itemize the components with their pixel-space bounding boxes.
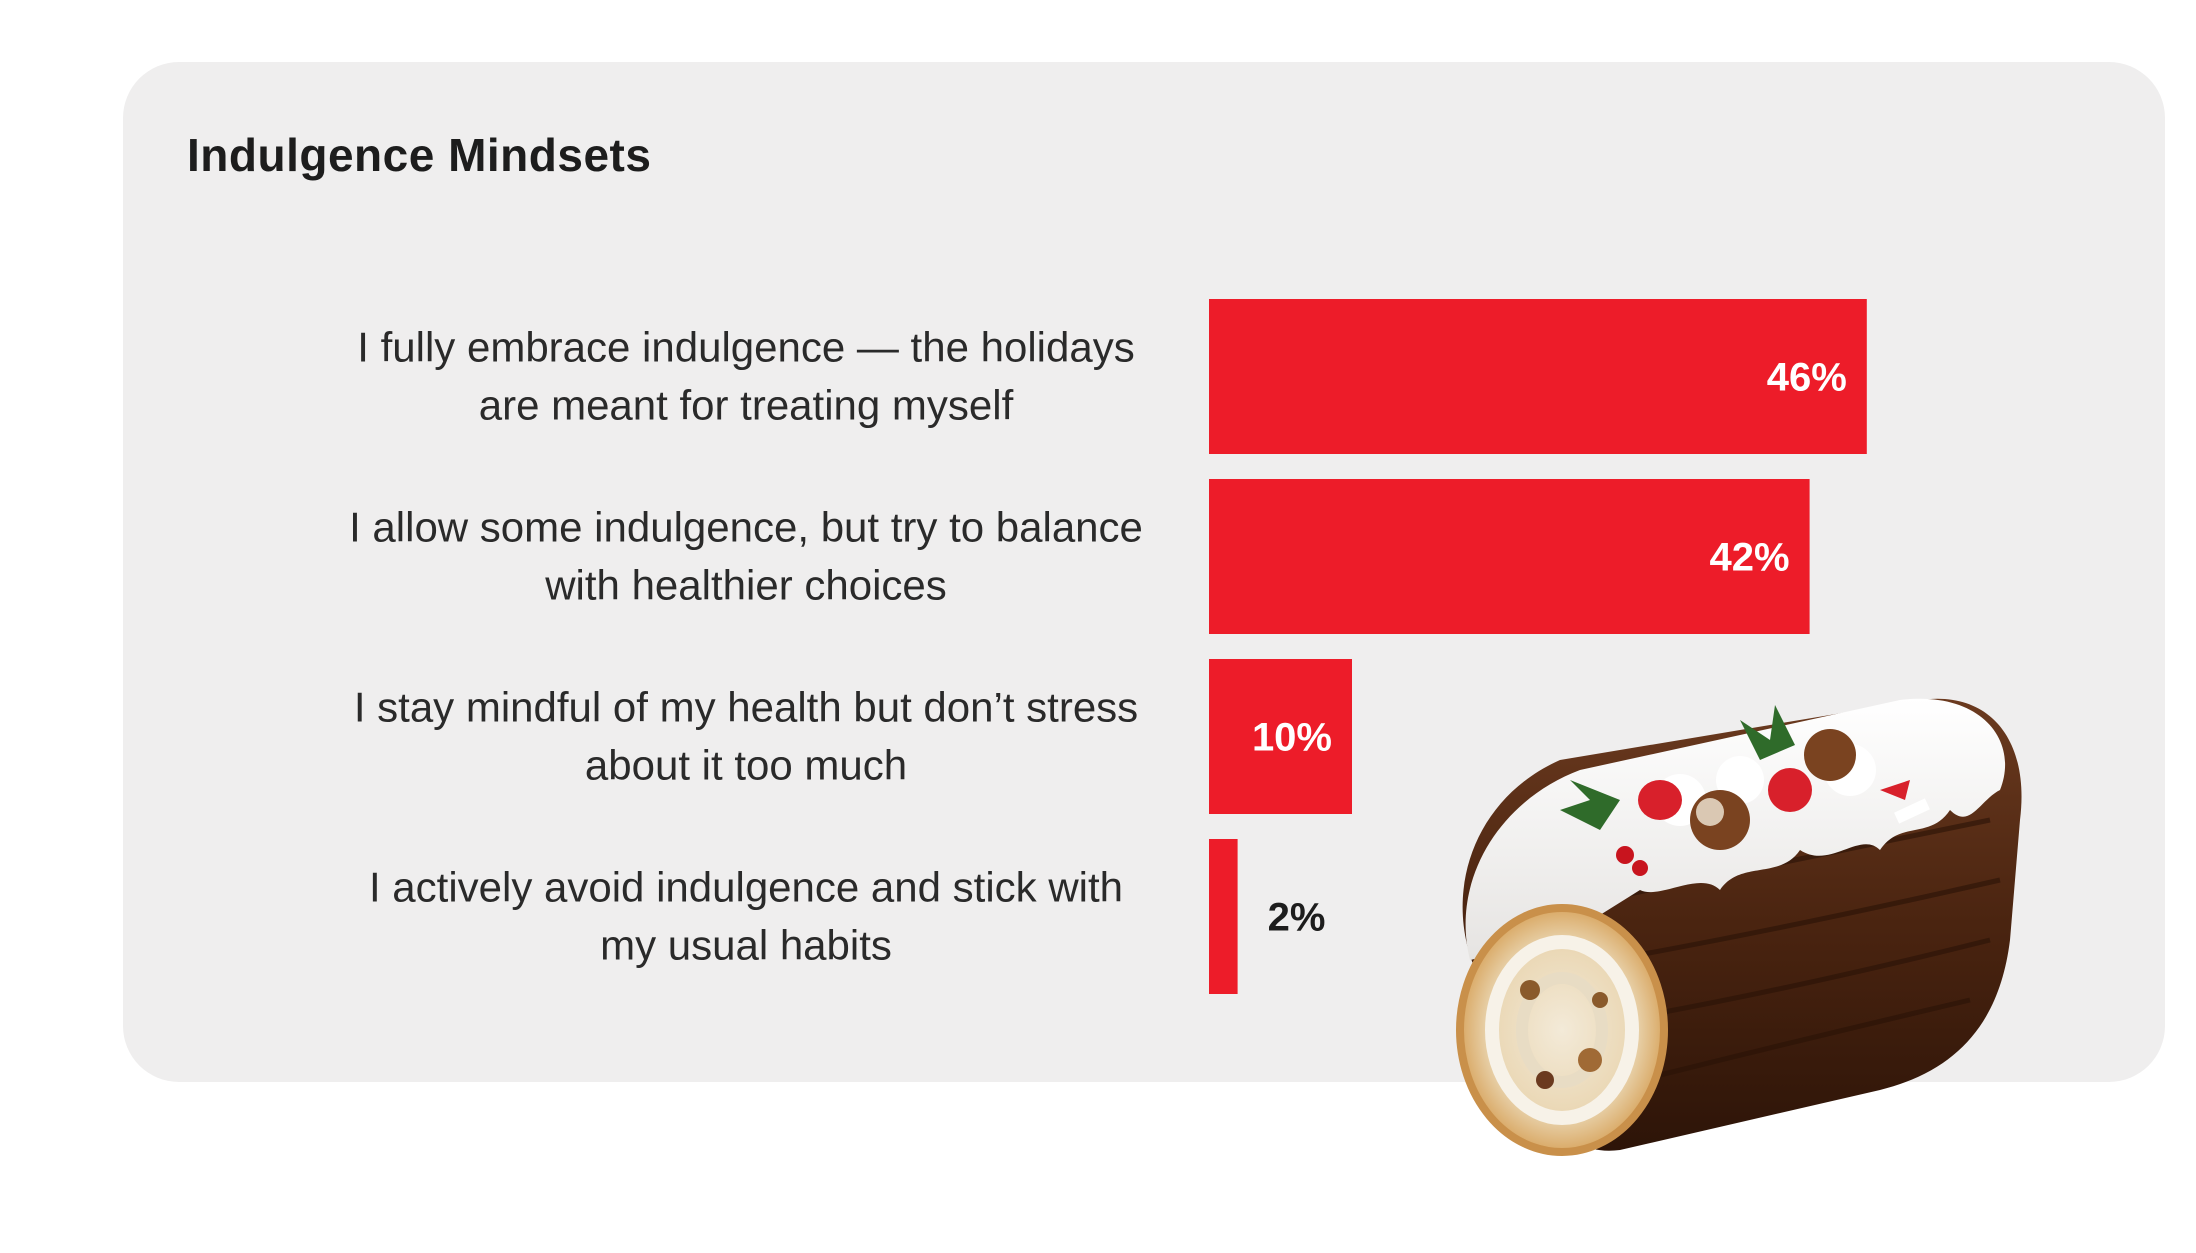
bars-layer: 46% I fully embrace indulgence — the holi… bbox=[349, 299, 1867, 994]
category-label-3-line-2: about it too much bbox=[585, 742, 907, 789]
bar-4 bbox=[1209, 839, 1238, 994]
category-label-1-line-1: I fully embrace indulgence — the holiday… bbox=[357, 324, 1134, 371]
category-label-3-line-1: I stay mindful of my health but don’t st… bbox=[354, 684, 1138, 731]
yule-log-cake-illustration bbox=[1456, 698, 2022, 1156]
category-label-1-line-2: are meant for treating myself bbox=[479, 382, 1014, 429]
bar-value-label-2: 42% bbox=[1710, 536, 1790, 580]
chart-title: Indulgence Mindsets bbox=[187, 129, 652, 181]
bar-value-label-4: 2% bbox=[1268, 896, 1326, 940]
category-label-4-line-2: my usual habits bbox=[600, 922, 892, 969]
bar-1 bbox=[1209, 299, 1867, 454]
bar-3 bbox=[1209, 659, 1352, 814]
category-label-2-line-1: I allow some indulgence, but try to bala… bbox=[349, 504, 1143, 551]
category-label-4-line-1: I actively avoid indulgence and stick wi… bbox=[369, 864, 1123, 911]
bar-value-label-1: 46% bbox=[1767, 356, 1847, 400]
bar-value-label-3: 10% bbox=[1252, 716, 1332, 760]
bar-2 bbox=[1209, 479, 1810, 634]
category-label-2-line-2: with healthier choices bbox=[544, 562, 947, 609]
